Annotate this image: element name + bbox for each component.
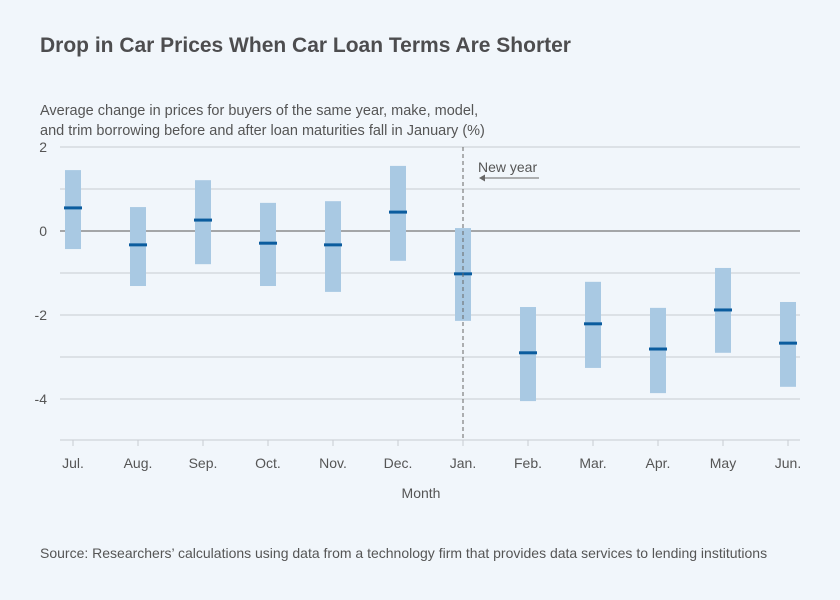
estimate-marker	[779, 341, 797, 345]
subtitle-line-1: Average change in prices for buyers of t…	[40, 103, 479, 119]
subtitle-line-2: and trim borrowing before and after loan…	[40, 123, 485, 139]
estimate-marker	[519, 351, 537, 355]
x-tick-label: Sep.	[189, 455, 218, 471]
x-axis-label: Month	[402, 485, 441, 501]
y-tick-label: 2	[39, 139, 47, 155]
estimate-marker	[324, 243, 342, 247]
arrow-head-icon	[479, 174, 485, 182]
new-year-annotation: New year	[478, 159, 537, 175]
y-tick-label: -2	[35, 307, 48, 323]
x-tick-label: Jan.	[450, 455, 476, 471]
x-tick-label: Apr.	[646, 455, 671, 471]
x-tick-label: Dec.	[384, 455, 413, 471]
x-tick-label: Nov.	[319, 455, 347, 471]
estimate-marker	[714, 308, 732, 312]
confidence-range-bar	[325, 201, 341, 292]
x-tick-label: Jul.	[62, 455, 84, 471]
chart-title: Drop in Car Prices When Car Loan Terms A…	[40, 34, 571, 57]
confidence-range-bar	[195, 180, 211, 265]
x-tick-label: Jun.	[775, 455, 801, 471]
y-tick-label: -4	[35, 391, 48, 407]
source-note: Source: Researchers’ calculations using …	[40, 545, 768, 561]
estimate-marker	[389, 210, 407, 214]
x-tick-label: Feb.	[514, 455, 542, 471]
y-tick-label: 0	[39, 223, 47, 239]
estimate-marker	[129, 243, 147, 247]
confidence-range-bar	[130, 207, 146, 287]
estimate-marker	[584, 322, 602, 326]
x-tick-label: Mar.	[579, 455, 606, 471]
confidence-range-bar	[65, 170, 81, 250]
estimate-marker	[64, 206, 82, 210]
x-tick-label: Aug.	[124, 455, 153, 471]
estimate-marker	[194, 218, 212, 222]
chart-subtitle: Average change in prices for buyers of t…	[40, 101, 560, 141]
estimate-marker	[259, 241, 277, 245]
x-tick-label: May	[710, 455, 736, 471]
estimate-marker	[649, 347, 667, 351]
x-tick-label: Oct.	[255, 455, 281, 471]
